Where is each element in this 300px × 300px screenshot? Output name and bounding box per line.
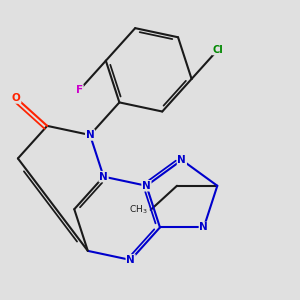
Text: N: N — [142, 181, 151, 191]
Text: N: N — [126, 255, 135, 265]
Text: N: N — [86, 130, 94, 140]
Text: F: F — [76, 85, 83, 95]
Text: Cl: Cl — [213, 45, 224, 55]
Text: O: O — [12, 93, 21, 103]
Text: N: N — [178, 155, 186, 165]
Text: $\mathregular{CH_3}$: $\mathregular{CH_3}$ — [129, 204, 148, 216]
Text: N: N — [99, 172, 108, 182]
Text: N: N — [200, 222, 208, 233]
